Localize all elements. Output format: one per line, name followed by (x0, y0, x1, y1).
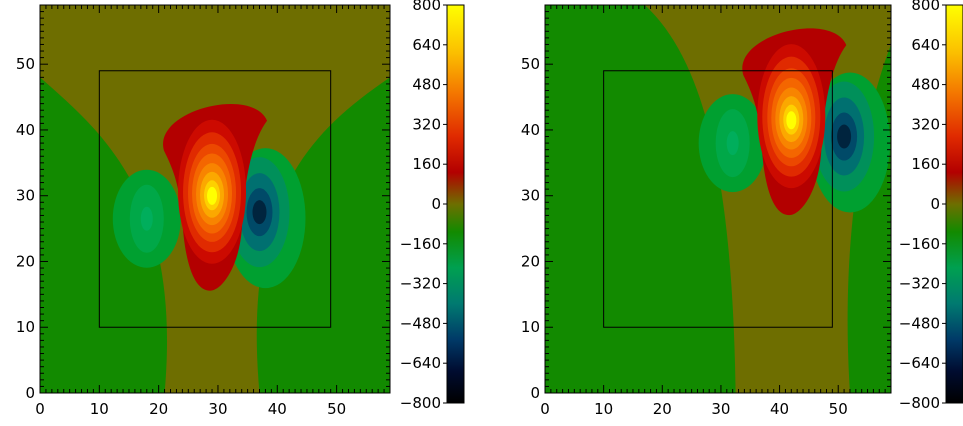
x-tick-label: 0 (540, 400, 550, 418)
colorbar-tick-label: 160 (911, 155, 940, 173)
y-tick-label: 10 (521, 318, 540, 336)
plot-frame (544, 4, 892, 394)
colorbar-tick-label: −160 (899, 235, 940, 253)
green-region-left (40, 77, 168, 393)
colorbar-tick-label: 320 (911, 115, 940, 133)
colorbar-tick-label: −160 (400, 235, 441, 253)
x-tick-label: 50 (829, 400, 848, 418)
x-tick-label: 30 (711, 400, 730, 418)
colorbar-tick-label: 640 (412, 36, 441, 54)
x-tick-label: 40 (268, 400, 287, 418)
heatmap-panel-2: 0 10 20 30 40 50 0 10 20 30 40 50 800 640 480 320 160 0 −1… (521, 0, 963, 418)
y-tick-label: 0 (25, 384, 35, 402)
green-region-left (545, 5, 736, 393)
colorbar-tick-label: −640 (899, 354, 940, 372)
positive-contour-9 (786, 111, 797, 130)
y-tick-label: 20 (16, 252, 35, 270)
weak-negative-peak (726, 131, 739, 156)
colorbar-tick-label: 480 (412, 76, 441, 94)
y-tick-label: 50 (16, 55, 35, 73)
positive-contour-9 (207, 186, 218, 205)
x-tick-label: 10 (90, 400, 109, 418)
colorbar-tick-label: 800 (911, 0, 940, 14)
x-tick-label: 50 (327, 400, 346, 418)
colorbar (446, 4, 465, 404)
x-tick-label: 30 (208, 400, 227, 418)
y-tick-label: 20 (521, 252, 540, 270)
colorbar-tick-label: −480 (899, 314, 940, 332)
colorbar-tick-label: −480 (400, 314, 441, 332)
y-tick-label: 30 (521, 187, 540, 205)
colorbar-tick-label: 800 (412, 0, 441, 14)
x-tick-label: 20 (149, 400, 168, 418)
y-tick-label: 40 (16, 121, 35, 139)
colorbar-tick-label: 0 (431, 195, 441, 213)
field (40, 5, 390, 393)
plot-frame (39, 4, 391, 394)
colorbar-tick-label: −320 (899, 275, 940, 293)
field (545, 5, 891, 393)
y-tick-label: 50 (521, 55, 540, 73)
colorbar-tick-label: 640 (911, 36, 940, 54)
green-region-right (256, 77, 390, 393)
y-tick-label: 30 (16, 187, 35, 205)
colorbar-tick-label: −320 (400, 275, 441, 293)
colorbar-tick-label: 0 (930, 195, 940, 213)
y-tick-label: 40 (521, 121, 540, 139)
heatmap-panel-1: 0 10 20 30 40 50 0 10 20 30 40 50 800 640 480 320 160 0 −1… (16, 0, 465, 418)
colorbar-tick-label: −800 (899, 394, 940, 412)
y-tick-label: 10 (16, 318, 35, 336)
colorbar-tick-label: 160 (412, 155, 441, 173)
x-tick-label: 10 (594, 400, 613, 418)
x-tick-label: 0 (35, 400, 45, 418)
colorbar-tick-label: −640 (400, 354, 441, 372)
weak-negative-peak (140, 206, 153, 231)
x-tick-label: 40 (770, 400, 789, 418)
colorbar-tick-label: 480 (911, 76, 940, 94)
colorbar-tick-label: −800 (400, 394, 441, 412)
colorbar (945, 4, 963, 404)
colorbar-tick-label: 320 (412, 115, 441, 133)
x-tick-label: 20 (653, 400, 672, 418)
subdomain-box (603, 70, 833, 328)
y-tick-label: 0 (530, 384, 540, 402)
negative-contour-5 (252, 200, 267, 225)
subdomain-box (98, 70, 332, 328)
negative-contour-5 (837, 124, 852, 149)
